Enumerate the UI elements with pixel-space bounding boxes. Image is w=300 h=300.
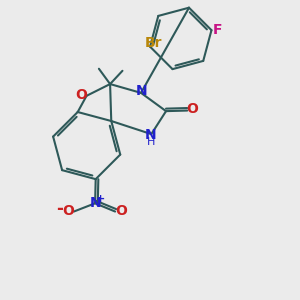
- Text: N: N: [89, 196, 101, 210]
- Text: O: O: [115, 204, 127, 218]
- Text: +: +: [96, 194, 106, 204]
- Text: N: N: [136, 84, 147, 98]
- Text: F: F: [213, 23, 223, 37]
- Text: O: O: [75, 88, 87, 102]
- Text: O: O: [62, 204, 74, 218]
- Text: -: -: [56, 200, 63, 217]
- Text: N: N: [145, 128, 157, 142]
- Text: Br: Br: [145, 35, 162, 50]
- Text: O: O: [187, 102, 199, 116]
- Text: H: H: [146, 137, 155, 147]
